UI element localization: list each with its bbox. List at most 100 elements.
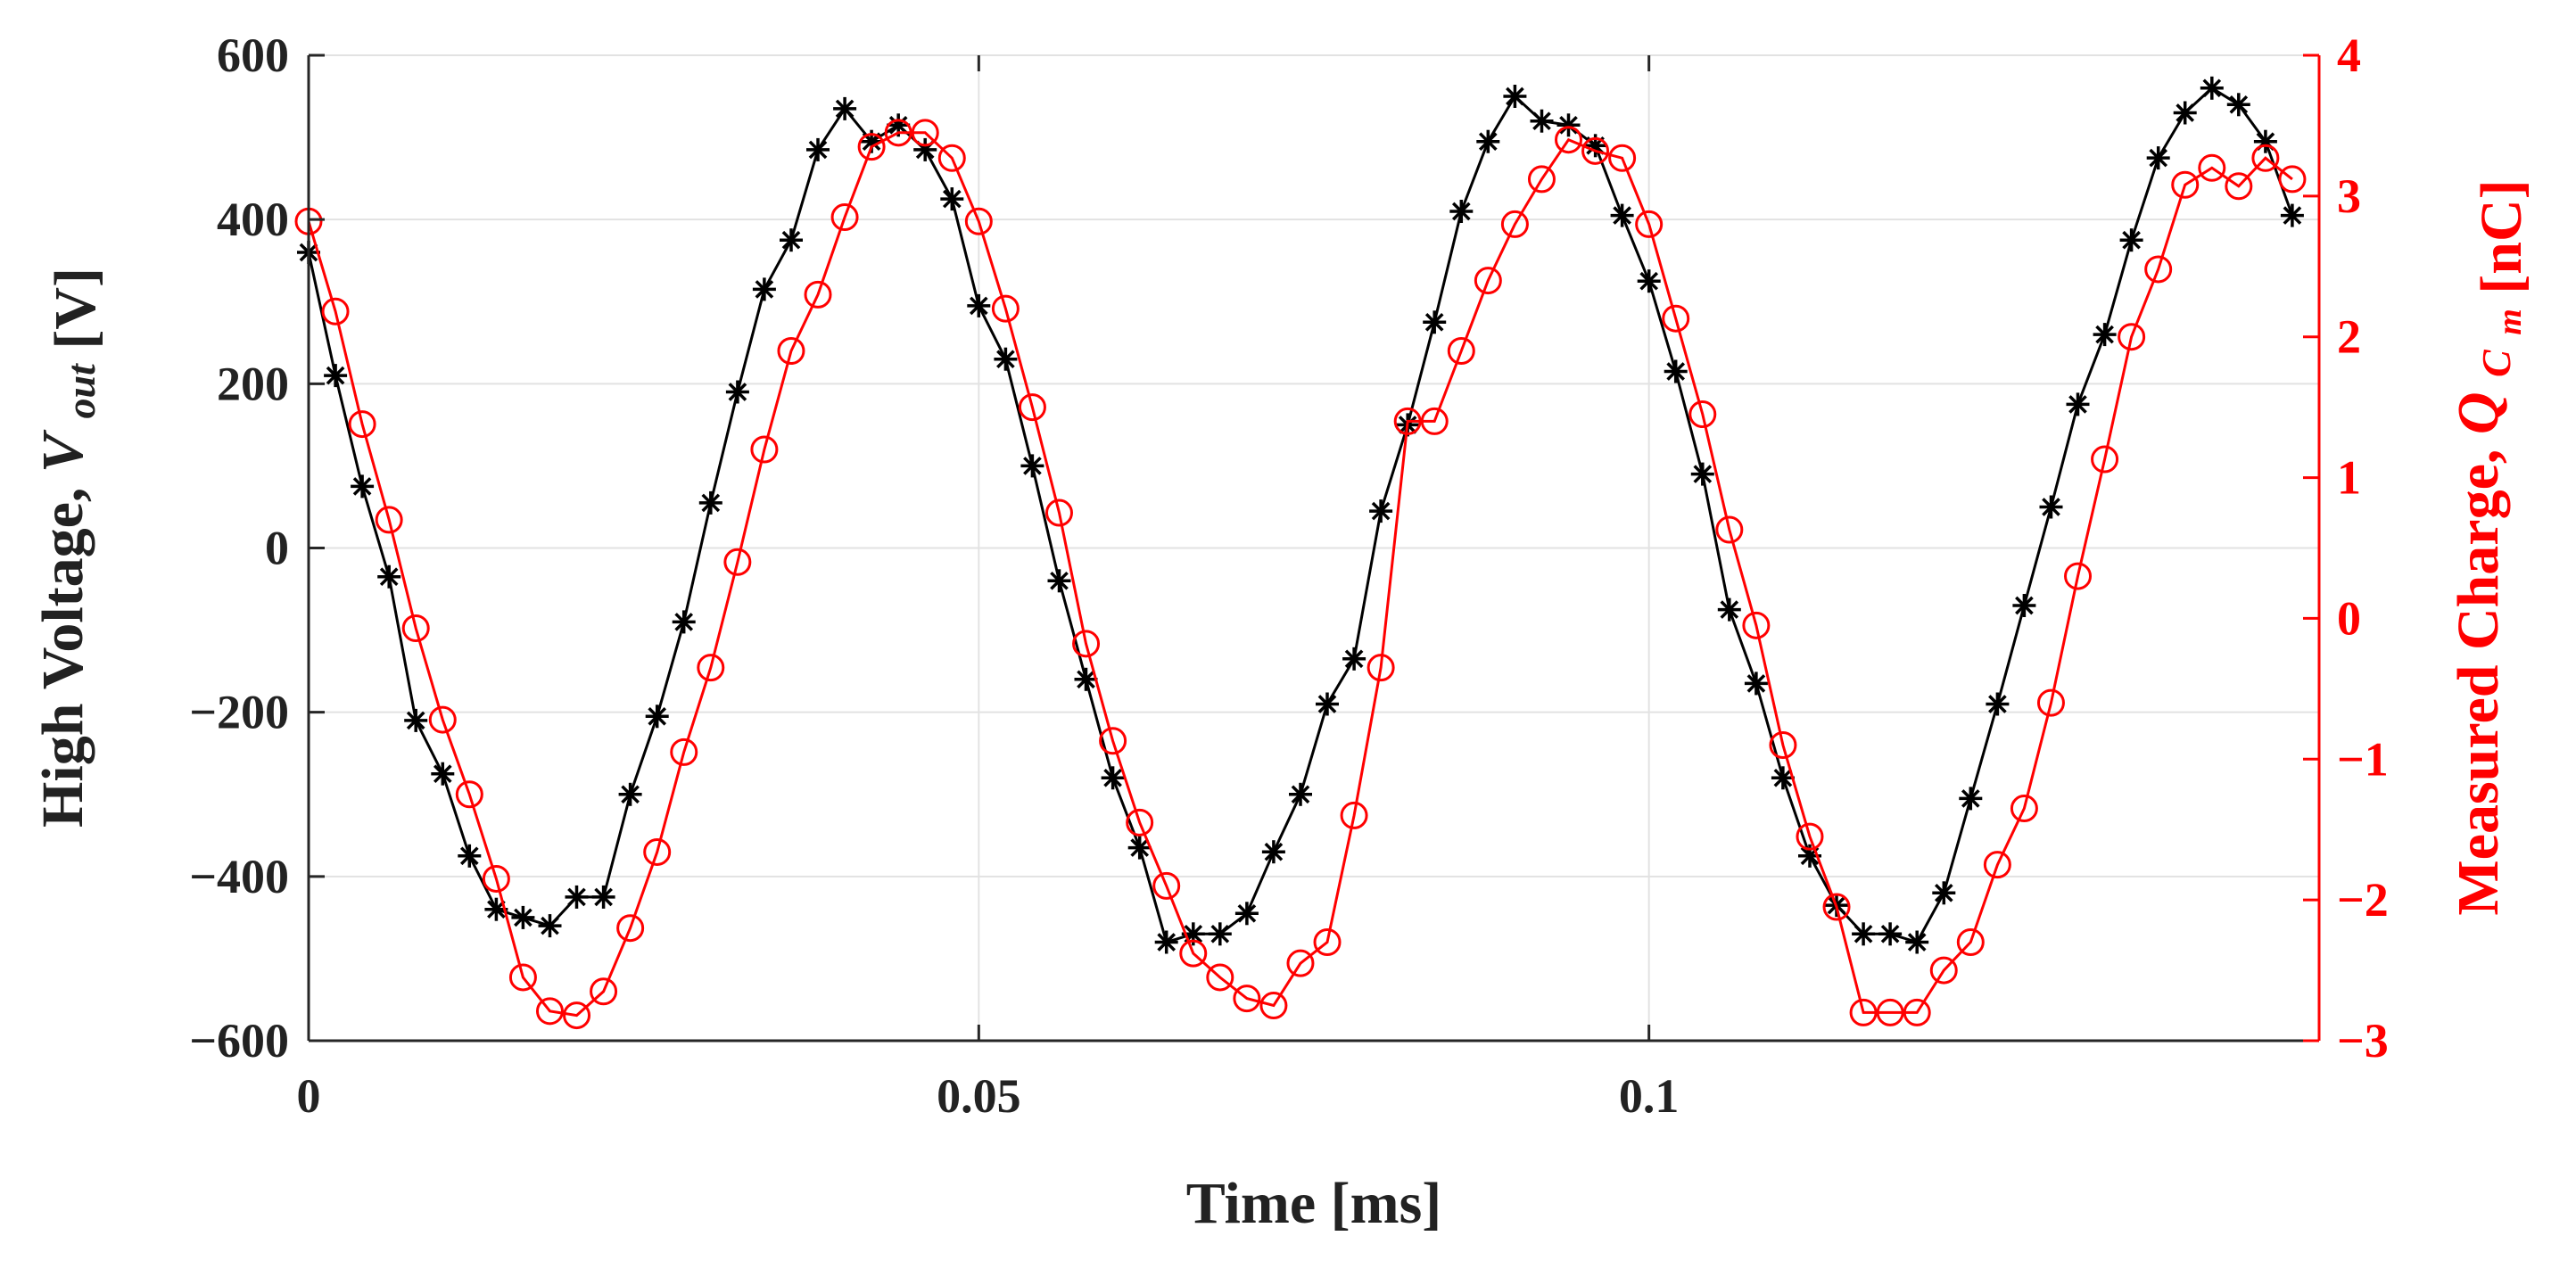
asterisk-stroke (755, 280, 774, 299)
asterisk-stroke (969, 296, 988, 316)
asterisk-stroke (1639, 271, 1659, 291)
data-point-circle (937, 144, 966, 172)
data-point-circle (1769, 731, 1797, 759)
asterisk-stroke (352, 477, 372, 496)
data-point-asterisk (1289, 782, 1312, 806)
data-point-circle (1340, 801, 1368, 829)
asterisk-stroke (2149, 148, 2168, 168)
asterisk-stroke (1451, 202, 1471, 221)
data-point-asterisk (2093, 323, 2117, 347)
data-point-circle (2251, 144, 2280, 172)
data-point-asterisk (940, 187, 964, 211)
asterisk-stroke (835, 99, 855, 119)
data-point-circle (884, 119, 912, 147)
data-point-asterisk (1423, 310, 1447, 334)
y-left-tick-label: 0 (265, 522, 289, 575)
x-tick-label: 0.05 (937, 1069, 1021, 1123)
data-point-asterisk (1932, 881, 1956, 905)
data-point-circle (1527, 165, 1556, 194)
asterisk-stroke (1720, 600, 1739, 619)
data-point-circle (643, 837, 672, 866)
asterisk-stroke (701, 493, 721, 513)
data-point-asterisk (887, 113, 911, 137)
asterisk-stroke (1050, 571, 1069, 590)
asterisk-stroke (379, 567, 399, 587)
data-point-circle (1044, 499, 1073, 527)
asterisk-stroke (1613, 206, 1631, 225)
data-point-asterisk (511, 905, 535, 929)
series-layer (294, 76, 2307, 1030)
data-point-asterisk (1744, 672, 1768, 696)
data-point-circle (1688, 400, 1717, 429)
data-point-asterisk (1556, 113, 1581, 137)
data-point-asterisk (2119, 228, 2143, 252)
asterisk-stroke (1478, 132, 1498, 152)
data-point-asterisk (1342, 647, 1366, 671)
asterisk-stroke (1424, 312, 1444, 332)
asterisk-stroke (2015, 596, 2034, 615)
data-point-asterisk (1316, 692, 1339, 716)
asterisk-stroke (648, 706, 667, 726)
data-point-circle (563, 1001, 591, 1030)
asterisk-stroke (2229, 95, 2249, 114)
asterisk-stroke (2095, 325, 2114, 344)
data-point-circle (1018, 393, 1046, 422)
asterisk-stroke (1559, 115, 1578, 135)
data-point-asterisk (1878, 922, 1903, 946)
asterisk-stroke (1880, 924, 1900, 944)
asterisk-stroke (1666, 362, 1686, 381)
y-right-label-unit: [nC] (2469, 179, 2534, 293)
data-point-circle (804, 280, 832, 309)
data-point-circle (857, 133, 886, 161)
data-point-asterisk (645, 705, 669, 729)
data-point-circle (1662, 304, 1690, 333)
data-point-asterisk (1852, 922, 1876, 946)
data-point-asterisk (1234, 902, 1259, 926)
data-point-circle (428, 705, 457, 734)
data-point-circle (911, 119, 939, 147)
y-left-tick-label: −200 (189, 686, 289, 739)
asterisk-stroke (1854, 924, 1873, 944)
y-right-tick-label: −1 (2337, 732, 2389, 786)
data-point-asterisk (1449, 200, 1474, 223)
data-point-asterisk (2066, 392, 2090, 416)
asterisk-stroke (621, 785, 640, 804)
data-point-asterisk (672, 610, 696, 634)
data-point-circle (616, 914, 645, 943)
data-point-circle (777, 337, 805, 365)
data-point-circle (1072, 630, 1101, 658)
data-point-circle (1742, 611, 1771, 639)
asterisk-stroke (567, 887, 586, 907)
asterisk-stroke (326, 366, 345, 385)
data-point-asterisk (1986, 692, 2010, 716)
data-point-circle (1555, 126, 1583, 154)
data-point-circle (2225, 172, 2253, 201)
data-point-circle (455, 780, 483, 809)
data-point-circle (1126, 808, 1154, 836)
data-point-circle (1500, 210, 1529, 238)
data-point-asterisk (1610, 203, 1634, 227)
data-point-circle (2010, 795, 2038, 823)
data-point-asterisk (351, 474, 375, 499)
data-point-circle (1206, 963, 1234, 992)
grid-lines (308, 54, 2319, 1042)
data-point-circle (1152, 871, 1181, 900)
y-right-tick-label: −2 (2337, 873, 2389, 927)
tick-labels: 0 0.05 0.1 −600 −400 −200 0 200 400 600 −3 −2 −1 0 1 2 3… (189, 29, 2389, 1123)
data-point-asterisk (780, 228, 803, 252)
data-point-asterisk (2200, 76, 2224, 100)
asterisk-stroke (1023, 457, 1042, 475)
data-point-circle (2144, 255, 2173, 284)
asterisk-stroke (1237, 903, 1257, 923)
asterisk-stroke (808, 140, 828, 160)
data-point-asterisk (618, 782, 642, 806)
data-point-asterisk (1476, 129, 1500, 153)
asterisk-stroke (2283, 206, 2302, 225)
data-point-circle (1313, 928, 1342, 956)
y-left-tick-label: 200 (217, 357, 289, 410)
data-point-asterisk (2012, 594, 2036, 617)
asterisk-stroke (781, 230, 801, 250)
y-right-tick-label: 0 (2337, 591, 2361, 645)
data-point-asterisk (458, 844, 482, 868)
